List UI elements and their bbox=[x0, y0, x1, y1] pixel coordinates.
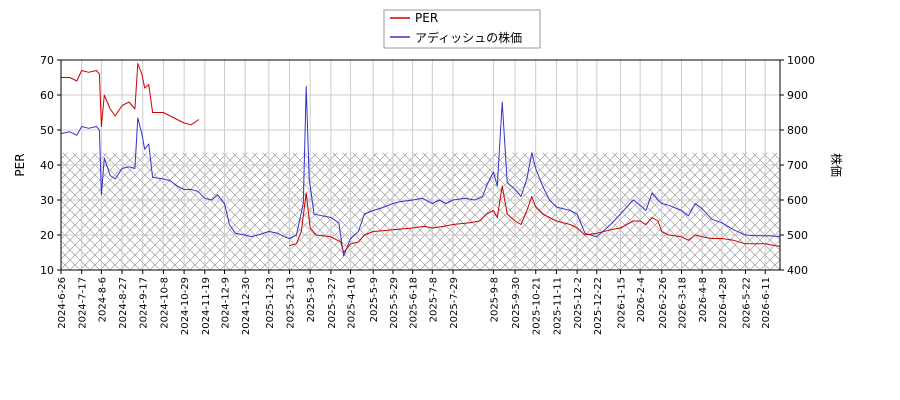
x-tick-label: 2025-12-2 bbox=[573, 277, 584, 329]
y-right-tick-label: 500 bbox=[787, 229, 808, 242]
x-tick-label: 2024-9-17 bbox=[139, 277, 150, 329]
x-tick-label: 2025-4-16 bbox=[347, 277, 358, 329]
y-right-tick-label: 700 bbox=[787, 159, 808, 172]
x-tick-label: 2025-5-9 bbox=[369, 277, 380, 322]
legend-box bbox=[383, 9, 541, 49]
y-left-tick-label: 50 bbox=[40, 124, 54, 137]
x-tick-label: 2026-4-28 bbox=[718, 277, 729, 329]
x-tick-label: 2025-9-30 bbox=[511, 277, 522, 329]
x-tick-label: 2024-12-30 bbox=[241, 277, 252, 335]
series-line-per bbox=[289, 185, 780, 253]
y-right-tick-label: 600 bbox=[787, 194, 808, 207]
y-left-tick-label: 30 bbox=[40, 194, 54, 207]
y-left-tick-label: 60 bbox=[40, 89, 54, 102]
legend-label-per: PER bbox=[415, 11, 438, 25]
y-right-tick-label: 900 bbox=[787, 89, 808, 102]
y-left-tick-label: 10 bbox=[40, 264, 54, 277]
legend-label-stock-price: アディッシュの株価 bbox=[415, 30, 522, 45]
y-right-tick-label: 800 bbox=[787, 124, 808, 137]
x-tick-label: 2024-12-9 bbox=[220, 277, 231, 329]
series-line-stock-price bbox=[61, 85, 780, 257]
legend: PER アディッシュの株価 bbox=[383, 9, 541, 49]
x-tick-label: 2025-1-23 bbox=[265, 277, 276, 329]
x-tick-label: 2025-6-18 bbox=[409, 277, 420, 329]
x-tick-label: 2026-2-26 bbox=[658, 277, 669, 329]
x-tick-label: 2025-9-8 bbox=[489, 277, 500, 322]
x-tick-label: 2025-12-22 bbox=[593, 277, 604, 335]
x-tick-label: 2024-7-17 bbox=[78, 277, 89, 329]
x-tick-label: 2026-4-8 bbox=[698, 277, 709, 322]
y-left-tick-label: 40 bbox=[40, 159, 54, 172]
y-right-tick-label: 1000 bbox=[787, 54, 815, 67]
x-tick-label: 2025-3-27 bbox=[327, 277, 338, 329]
x-tick-label: 2026-1-15 bbox=[616, 277, 627, 329]
x-tick-label: 2025-5-29 bbox=[389, 277, 400, 329]
x-tick-label: 2026-6-11 bbox=[761, 277, 772, 329]
x-tick-label: 2025-7-8 bbox=[428, 277, 439, 322]
x-tick-label: 2026-3-18 bbox=[678, 277, 689, 329]
hatched-band bbox=[61, 152, 780, 270]
x-tick-label: 2024-8-27 bbox=[118, 277, 129, 329]
x-tick-label: 2025-11-11 bbox=[552, 277, 563, 335]
series-line-per bbox=[61, 63, 200, 127]
y-axis-right-label: 株価 bbox=[829, 153, 844, 177]
y-left-tick-label: 20 bbox=[40, 229, 54, 242]
x-tick-label: 2024-10-8 bbox=[159, 277, 170, 329]
y-right-tick-label: 400 bbox=[787, 264, 808, 277]
x-tick-label: 2026-2-4 bbox=[636, 277, 647, 322]
y-axis-left-label: PER bbox=[13, 153, 27, 176]
x-tick-label: 2024-6-26 bbox=[57, 277, 68, 329]
x-tick-label: 2026-5-22 bbox=[742, 277, 753, 329]
x-tick-label: 2025-7-29 bbox=[449, 277, 460, 329]
y-left-tick-label: 70 bbox=[40, 54, 54, 67]
x-tick-label: 2025-10-21 bbox=[532, 277, 543, 335]
x-tick-label: 2024-10-29 bbox=[180, 277, 191, 335]
x-tick-label: 2025-3-6 bbox=[306, 277, 317, 322]
x-tick-label: 2025-2-13 bbox=[286, 277, 297, 329]
x-tick-label: 2024-11-19 bbox=[201, 277, 212, 335]
x-tick-label: 2024-8-6 bbox=[97, 277, 108, 322]
